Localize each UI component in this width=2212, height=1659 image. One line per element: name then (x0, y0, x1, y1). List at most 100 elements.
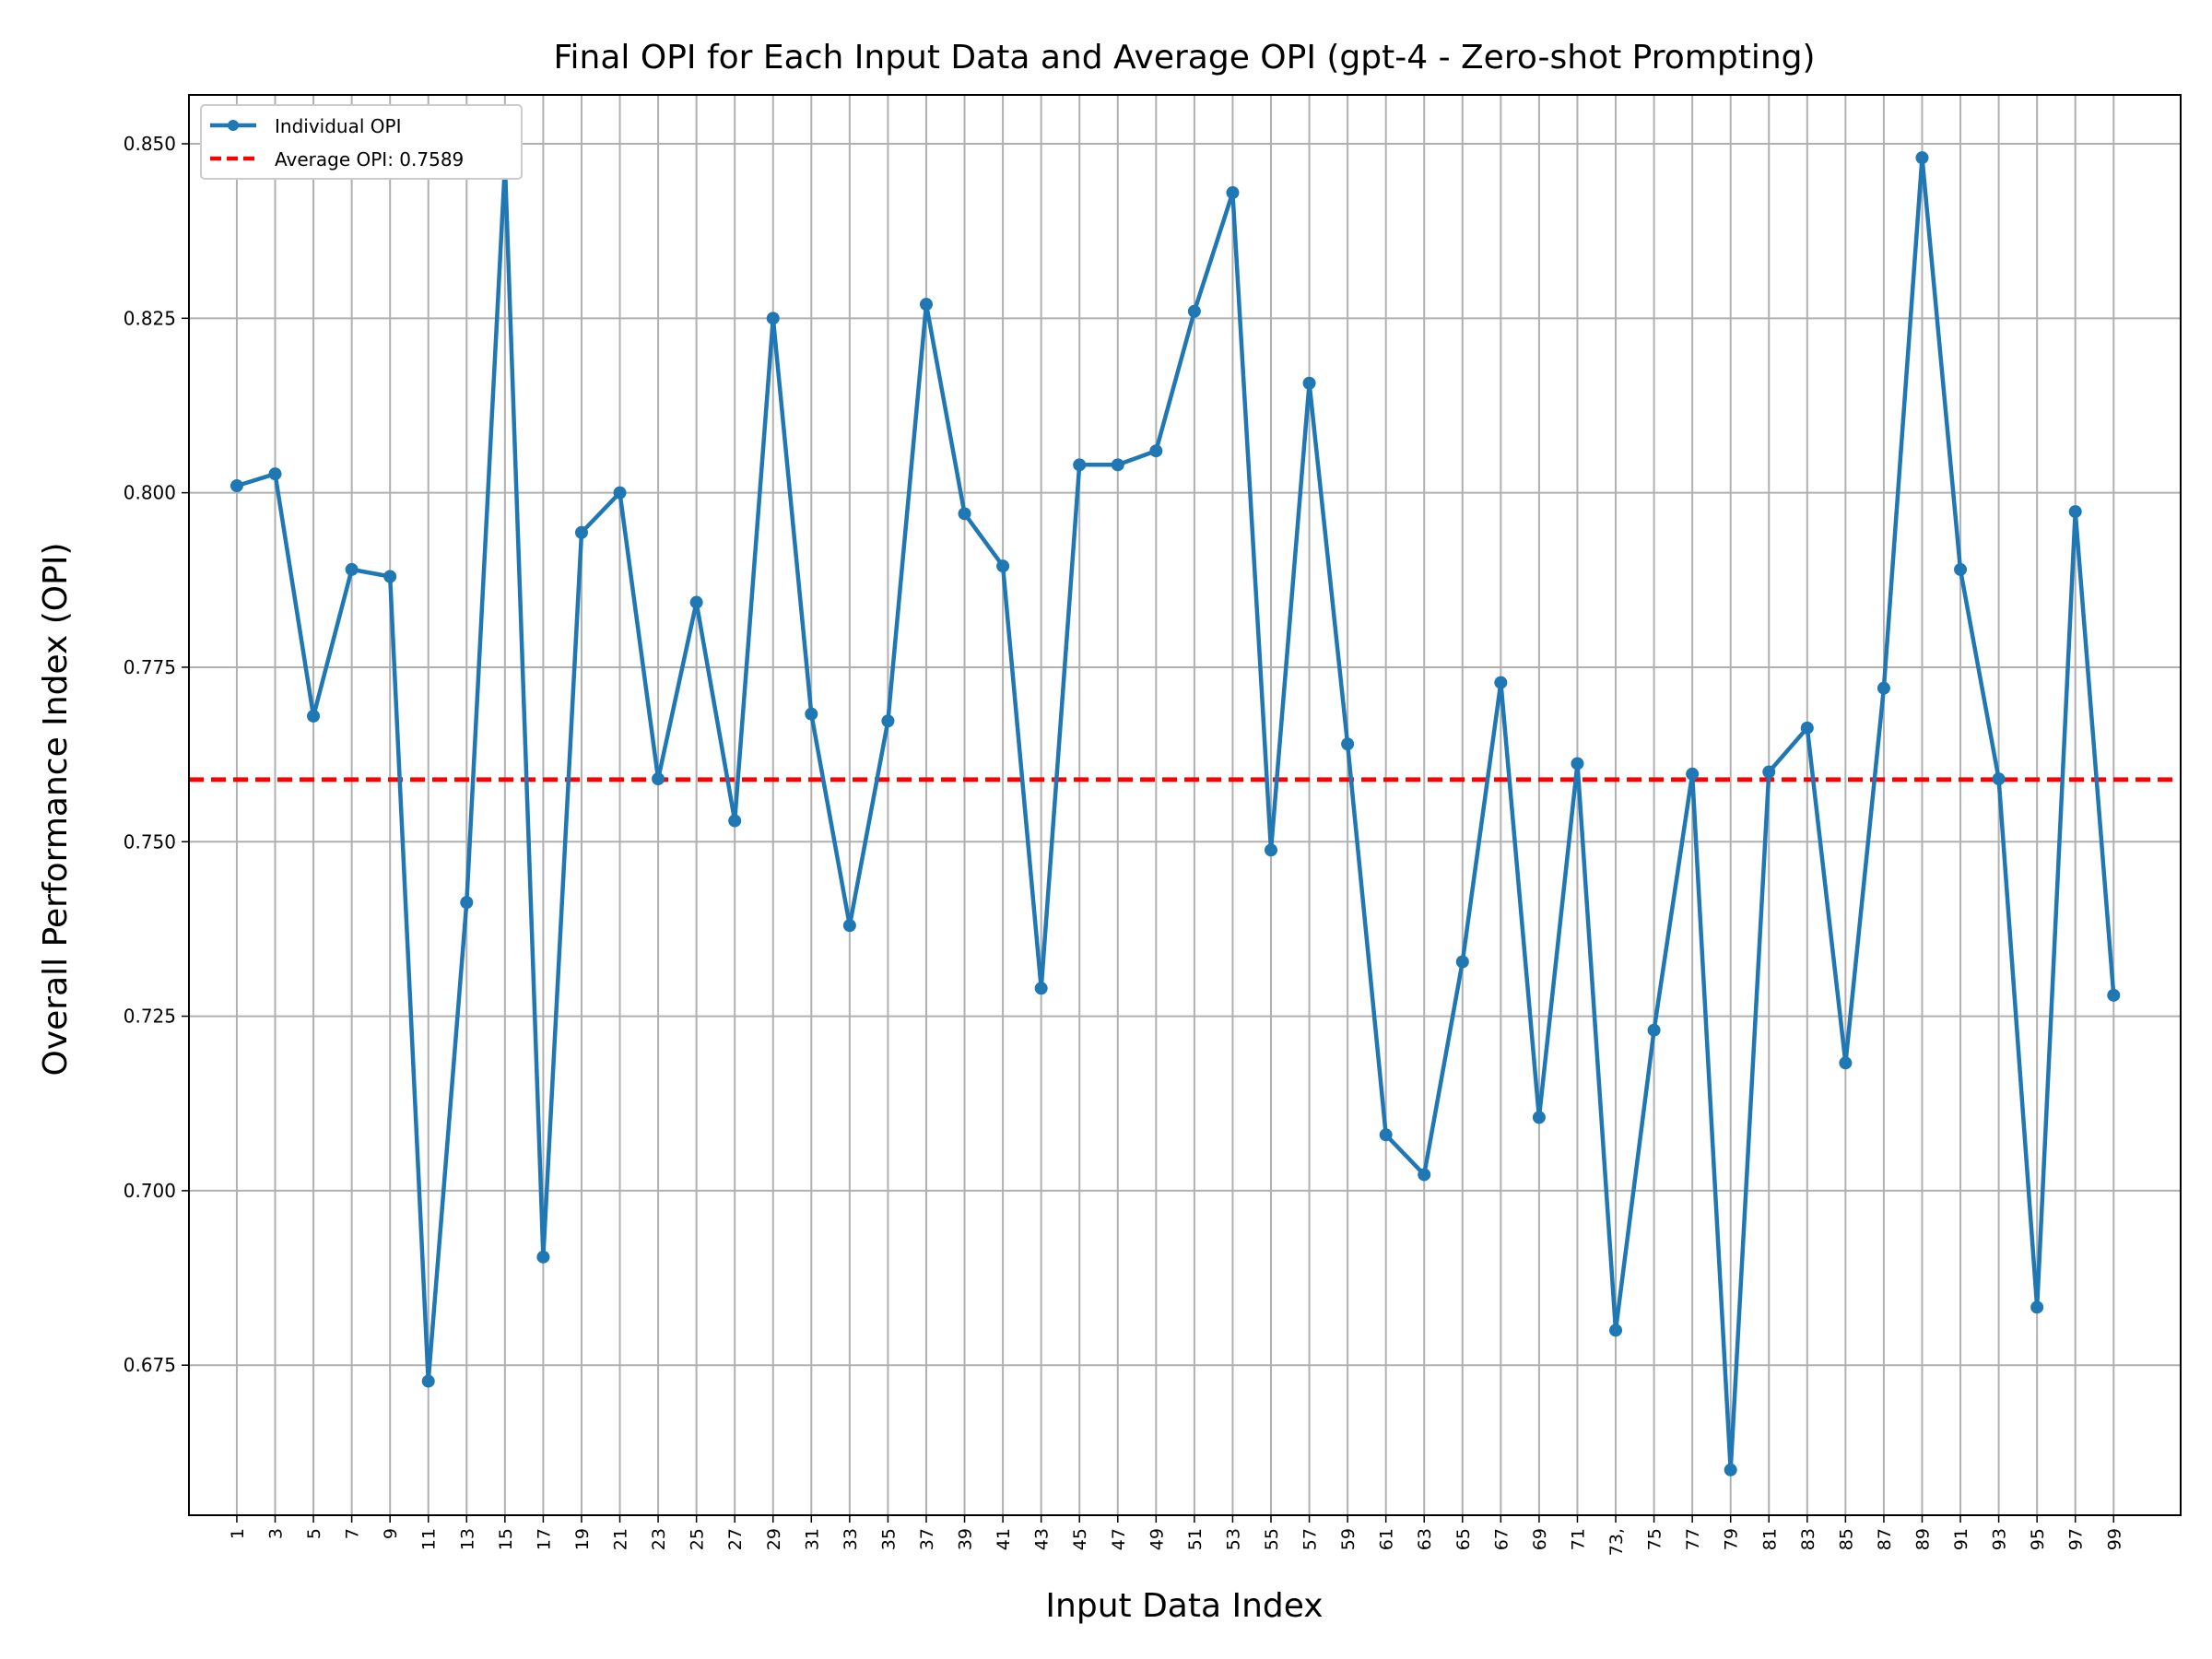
x-tick-label: 45 (1070, 1528, 1090, 1550)
x-tick-label: 29 (764, 1528, 784, 1550)
x-tick-label: 31 (802, 1528, 822, 1550)
data-point (1992, 772, 2006, 786)
x-tick-label: 55 (1262, 1528, 1282, 1550)
legend-box (200, 104, 523, 180)
y-tick-label: 0.825 (124, 307, 176, 329)
x-tick-label: 95 (2028, 1528, 2048, 1550)
data-point (1494, 676, 1508, 689)
x-tick-label: 53 (1223, 1528, 1243, 1550)
data-point (996, 559, 1010, 573)
data-point (919, 298, 933, 312)
data-point (345, 562, 359, 576)
data-point (805, 707, 818, 721)
data-point (1455, 955, 1469, 969)
x-tick-label: 75 (1645, 1528, 1665, 1550)
y-tick-label: 0.725 (124, 1006, 176, 1028)
data-point (536, 1250, 550, 1264)
legend-series-label: Individual OPI (275, 115, 401, 137)
x-tick-label: 85 (1836, 1528, 1856, 1550)
x-tick-label: 41 (994, 1528, 1014, 1550)
data-point (689, 595, 703, 609)
data-point (421, 1374, 435, 1388)
data-point (1915, 151, 1929, 165)
x-tick-label: 13 (457, 1528, 477, 1550)
x-tick-label: 87 (1875, 1528, 1895, 1550)
x-tick-label: 67 (1491, 1528, 1512, 1550)
x-tick-label: 69 (1530, 1528, 1550, 1550)
y-tick-labels: 0.675 0.700 0.725 0.750 0.775 0.800 0.825 0.850 (124, 133, 189, 1376)
data-point (1226, 186, 1240, 200)
x-tick-label: 49 (1147, 1528, 1167, 1550)
x-tick-label: 63 (1415, 1528, 1435, 1550)
x-tick-label: 57 (1300, 1528, 1321, 1550)
data-point (842, 919, 856, 933)
x-tick-label: 89 (1912, 1528, 1933, 1550)
data-point (652, 772, 665, 786)
data-point (383, 570, 397, 583)
series-layer (229, 151, 2121, 1477)
data-point (1379, 1128, 1393, 1142)
grid-lines (189, 95, 2181, 1515)
data-point (1034, 982, 1048, 995)
x-tick-label: 79 (1722, 1528, 1742, 1550)
data-point (1877, 681, 1890, 695)
data-point (1724, 1463, 1737, 1477)
data-point (1302, 376, 1316, 390)
x-tick-label: 51 (1185, 1528, 1206, 1550)
x-tick-label: 35 (878, 1528, 899, 1550)
x-tick-labels: 1 3 5 7 9 11 13 15 17 19 21 23 25 27 29 31 33 35 37 39 41 43 4… (228, 1515, 2124, 1556)
y-tick-label: 0.675 (124, 1354, 176, 1376)
data-point (1073, 458, 1087, 472)
x-tick-label: 17 (534, 1528, 554, 1550)
data-point (1762, 765, 1776, 779)
x-tick-label: 19 (572, 1528, 593, 1550)
data-point (1800, 721, 1814, 735)
x-tick-label: 21 (611, 1528, 631, 1550)
data-point (1647, 1023, 1661, 1037)
x-tick-label: 97 (2066, 1528, 2087, 1550)
x-tick-label: 3 (266, 1528, 287, 1539)
x-tick-label: 23 (649, 1528, 669, 1550)
x-tick-label: 43 (1032, 1528, 1053, 1550)
data-point (958, 507, 971, 521)
data-point (460, 896, 474, 910)
y-tick-label: 0.750 (124, 830, 176, 853)
data-point (574, 525, 588, 539)
data-point (2068, 505, 2082, 519)
x-tick-label: 81 (1759, 1528, 1780, 1550)
x-tick-label: 15 (496, 1528, 516, 1550)
data-point (268, 467, 282, 481)
x-tick-label: 73, (1606, 1528, 1627, 1556)
data-point (229, 479, 243, 493)
x-tick-label: 61 (1377, 1528, 1397, 1550)
data-point (1532, 1111, 1546, 1124)
data-point (1418, 1168, 1431, 1182)
data-point (766, 312, 780, 325)
x-tick-label: 71 (1568, 1528, 1588, 1550)
data-point (1954, 562, 1968, 576)
data-point (1111, 458, 1124, 472)
data-point (1265, 843, 1278, 857)
x-tick-label: 65 (1453, 1528, 1474, 1550)
y-tick-label: 0.775 (124, 656, 176, 678)
plot-frame (188, 94, 2182, 1516)
y-axis-label: Overall Performance Index (OPI) (37, 543, 75, 1077)
x-tick-label: 99 (2104, 1528, 2124, 1550)
x-tick-label: 11 (419, 1528, 440, 1550)
data-point (1187, 304, 1201, 318)
x-tick-label: 27 (725, 1528, 746, 1550)
data-point (307, 709, 321, 723)
x-tick-label: 1 (228, 1528, 248, 1539)
data-point (1686, 767, 1700, 781)
data-point (1149, 444, 1163, 458)
x-tick-label: 33 (841, 1528, 861, 1550)
x-tick-label: 47 (1109, 1528, 1129, 1550)
data-point (1839, 1056, 1853, 1070)
legend-average-label: Average OPI: 0.7589 (275, 148, 464, 171)
data-point (881, 714, 895, 728)
x-tick-label: 91 (1951, 1528, 1971, 1550)
x-tick-label: 5 (304, 1528, 324, 1539)
data-point (2030, 1300, 2044, 1314)
